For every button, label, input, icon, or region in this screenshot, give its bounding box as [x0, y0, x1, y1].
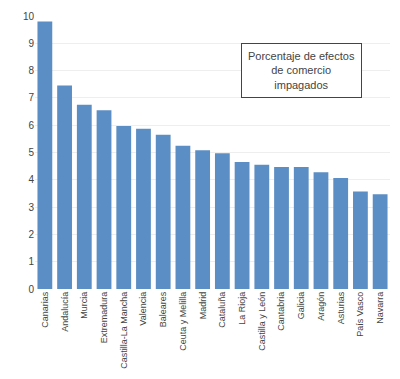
- svg-text:Cataluña: Cataluña: [217, 292, 227, 328]
- svg-text:1: 1: [28, 256, 34, 267]
- svg-text:Porcentaje de efectosde comerc: Porcentaje de efectosde comercioimpagado…: [248, 50, 355, 91]
- svg-text:Cantabria: Cantabria: [276, 292, 286, 331]
- svg-text:Castilla-La Mancha: Castilla-La Mancha: [119, 292, 129, 369]
- svg-text:Canarias: Canarias: [40, 291, 50, 328]
- svg-text:Extremadura: Extremadura: [99, 292, 109, 344]
- svg-text:Baleares: Baleares: [158, 291, 168, 327]
- svg-text:Andalucía: Andalucía: [60, 292, 70, 332]
- svg-text:País Vasco: País Vasco: [355, 292, 365, 337]
- svg-text:Murcia: Murcia: [79, 292, 89, 319]
- svg-text:Madrid: Madrid: [198, 292, 208, 320]
- svg-text:9: 9: [28, 38, 34, 49]
- svg-text:Valencia: Valencia: [138, 292, 148, 326]
- svg-text:4: 4: [28, 174, 34, 185]
- svg-text:Ceuta y Melilla: Ceuta y Melilla: [178, 292, 188, 351]
- svg-text:8: 8: [28, 65, 34, 76]
- svg-text:2: 2: [28, 229, 34, 240]
- svg-text:Galicia: Galicia: [296, 292, 306, 320]
- svg-text:0: 0: [28, 284, 34, 295]
- svg-text:Aragón: Aragón: [316, 292, 326, 321]
- svg-text:La Rioja: La Rioja: [237, 292, 247, 325]
- svg-text:Castilla y León: Castilla y León: [257, 292, 267, 351]
- svg-text:Navarra: Navarra: [375, 292, 385, 324]
- svg-text:6: 6: [28, 120, 34, 131]
- svg-text:Asturias: Asturias: [336, 291, 346, 324]
- svg-text:5: 5: [28, 147, 34, 158]
- svg-text:10: 10: [23, 11, 35, 22]
- svg-text:3: 3: [28, 202, 34, 213]
- svg-text:7: 7: [28, 92, 34, 103]
